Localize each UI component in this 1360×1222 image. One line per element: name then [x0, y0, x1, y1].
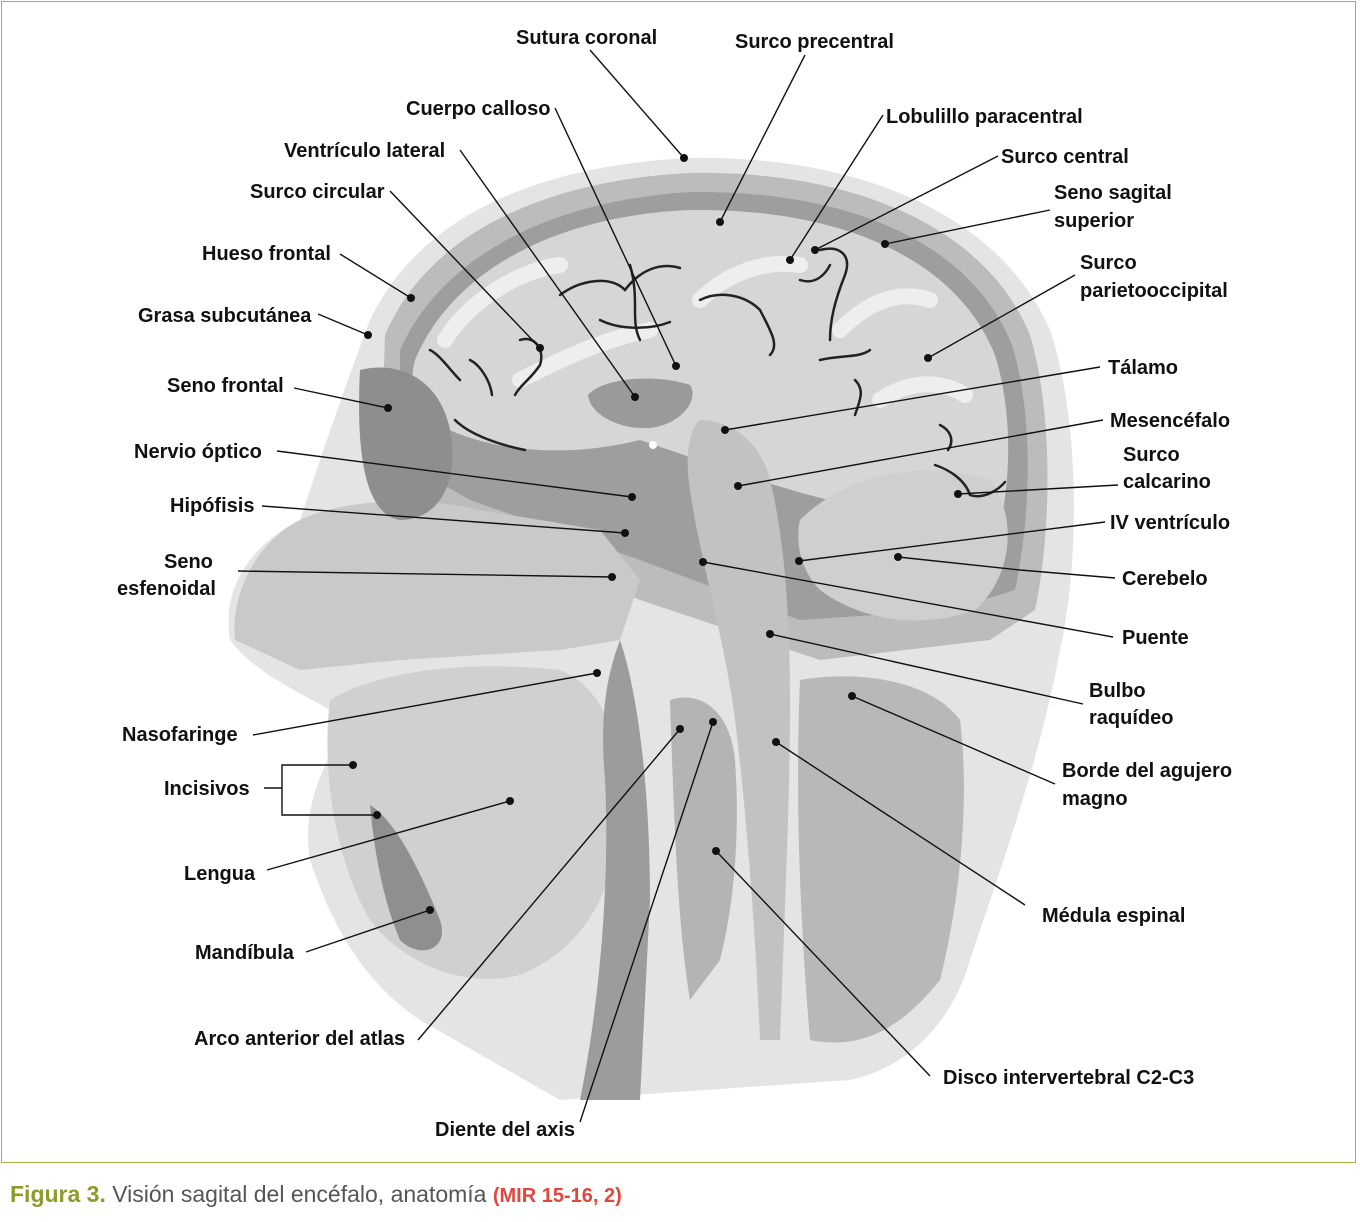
label-surco-circular: Surco circular: [250, 181, 385, 203]
sinus-area: [359, 367, 453, 520]
label-hueso-frontal: Hueso frontal: [202, 243, 331, 265]
labels: Sutura coronal Surco precentral Cuerpo c…: [117, 27, 1232, 1141]
label-ventriculo-lateral: Ventrículo lateral: [284, 140, 445, 162]
label-borde-agujero-line1: Borde del agujero: [1062, 760, 1232, 782]
label-nervio-optico: Nervio óptico: [134, 441, 262, 463]
head-illustration: [228, 157, 1074, 1100]
caption-reference: (MIR 15-16, 2): [492, 1185, 622, 1207]
label-surco-parietooccipital-line1: Surco: [1080, 252, 1137, 274]
label-seno-sagital-line2: superior: [1054, 210, 1134, 232]
label-surco-central: Surco central: [1001, 146, 1129, 168]
mandible: [370, 805, 442, 951]
label-seno-frontal: Seno frontal: [167, 375, 284, 397]
label-nasofaringe: Nasofaringe: [122, 724, 238, 746]
label-mandibula: Mandíbula: [195, 942, 295, 964]
interthalamic-dot: [649, 441, 657, 449]
cerebellum: [798, 470, 1008, 621]
neck-back: [798, 676, 964, 1043]
label-cuerpo-calloso: Cuerpo calloso: [406, 98, 550, 120]
label-seno-esfenoidal-line2: esfenoidal: [117, 578, 216, 600]
label-borde-agujero-line2: magno: [1062, 788, 1128, 810]
caption-figure-number: Figura 3.: [10, 1181, 106, 1207]
leader-lines: [237, 49, 1119, 1123]
label-seno-esfenoidal-line1: Seno: [164, 551, 213, 573]
label-arco-anterior-atlas: Arco anterior del atlas: [194, 1028, 405, 1050]
label-puente: Puente: [1122, 627, 1189, 649]
label-lengua: Lengua: [184, 863, 256, 885]
sulci-lines: [428, 247, 1007, 498]
face-region: [234, 501, 640, 670]
label-iv-ventriculo: IV ventrículo: [1110, 512, 1230, 534]
label-surco-precentral: Surco precentral: [735, 31, 894, 53]
label-sutura-coronal: Sutura coronal: [516, 27, 657, 49]
label-mesencefalo: Mesencéfalo: [1110, 410, 1230, 432]
label-cerebelo: Cerebelo: [1122, 568, 1208, 590]
label-talamo: Tálamo: [1108, 357, 1178, 379]
label-medula-espinal: Médula espinal: [1042, 905, 1185, 927]
label-seno-sagital-line1: Seno sagital: [1054, 182, 1172, 204]
label-bulbo-line2: raquídeo: [1089, 707, 1173, 729]
sagittal-brain-diagram: Sutura coronal Surco precentral Cuerpo c…: [117, 27, 1232, 1141]
label-surco-calcarino-line1: Surco: [1123, 444, 1180, 466]
label-diente-axis: Diente del axis: [435, 1119, 575, 1141]
brainstem: [687, 420, 790, 1040]
vertebrae: [670, 697, 737, 1000]
caption-text: Visión sagital del encéfalo, anatomía: [105, 1181, 493, 1207]
figure-caption: Figura 3. Visión sagital del encéfalo, a…: [10, 1181, 622, 1208]
label-dots: [349, 154, 962, 914]
label-hipofisis: Hipófisis: [170, 495, 254, 517]
label-disco-intervertebral: Disco intervertebral C2-C3: [943, 1067, 1194, 1089]
gyri-texture: [437, 255, 973, 408]
label-bulbo-line1: Bulbo: [1089, 680, 1146, 702]
label-surco-calcarino-line2: calcarino: [1123, 471, 1211, 493]
label-grasa-subcutanea: Grasa subcutánea: [138, 305, 312, 327]
label-surco-parietooccipital-line2: parietooccipital: [1080, 280, 1228, 302]
label-lobulillo-paracentral: Lobulillo paracentral: [886, 106, 1083, 128]
pharynx: [580, 640, 650, 1100]
lateral-ventricle-shape: [588, 378, 693, 429]
label-incisivos: Incisivos: [164, 778, 250, 800]
